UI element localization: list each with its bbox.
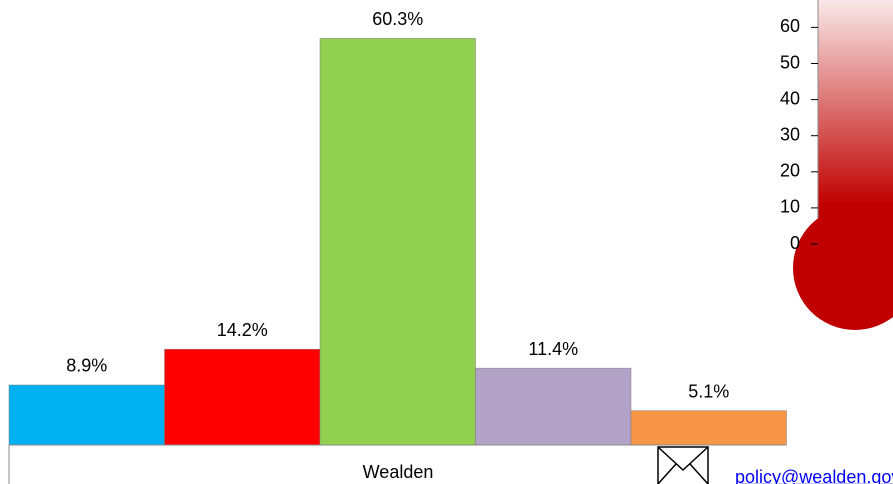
data-label: 5.1%	[688, 381, 729, 401]
bar	[319, 38, 476, 446]
bar	[630, 410, 787, 446]
y-tick-label: 0	[790, 233, 800, 253]
data-label: 11.4%	[528, 339, 578, 359]
y-tick-label: 10	[780, 197, 800, 217]
bar	[475, 367, 632, 446]
data-label: 8.9%	[66, 356, 107, 376]
y-tick-label: 20	[780, 161, 800, 181]
y-tick-label: 40	[780, 88, 800, 108]
y-tick-label: 50	[780, 52, 800, 72]
data-label: 14.2%	[217, 320, 268, 340]
y-tick-label: 60	[780, 16, 800, 36]
bar	[8, 384, 165, 446]
thermometer-bulb	[793, 206, 893, 330]
email-link[interactable]: policy@wealden.gov.uk	[735, 467, 893, 484]
bar	[164, 349, 321, 446]
x-tick-label: Wealden	[363, 462, 434, 482]
data-label: 60.3%	[372, 9, 423, 29]
y-tick-label: 30	[780, 124, 800, 144]
envelope-icon	[657, 446, 709, 484]
